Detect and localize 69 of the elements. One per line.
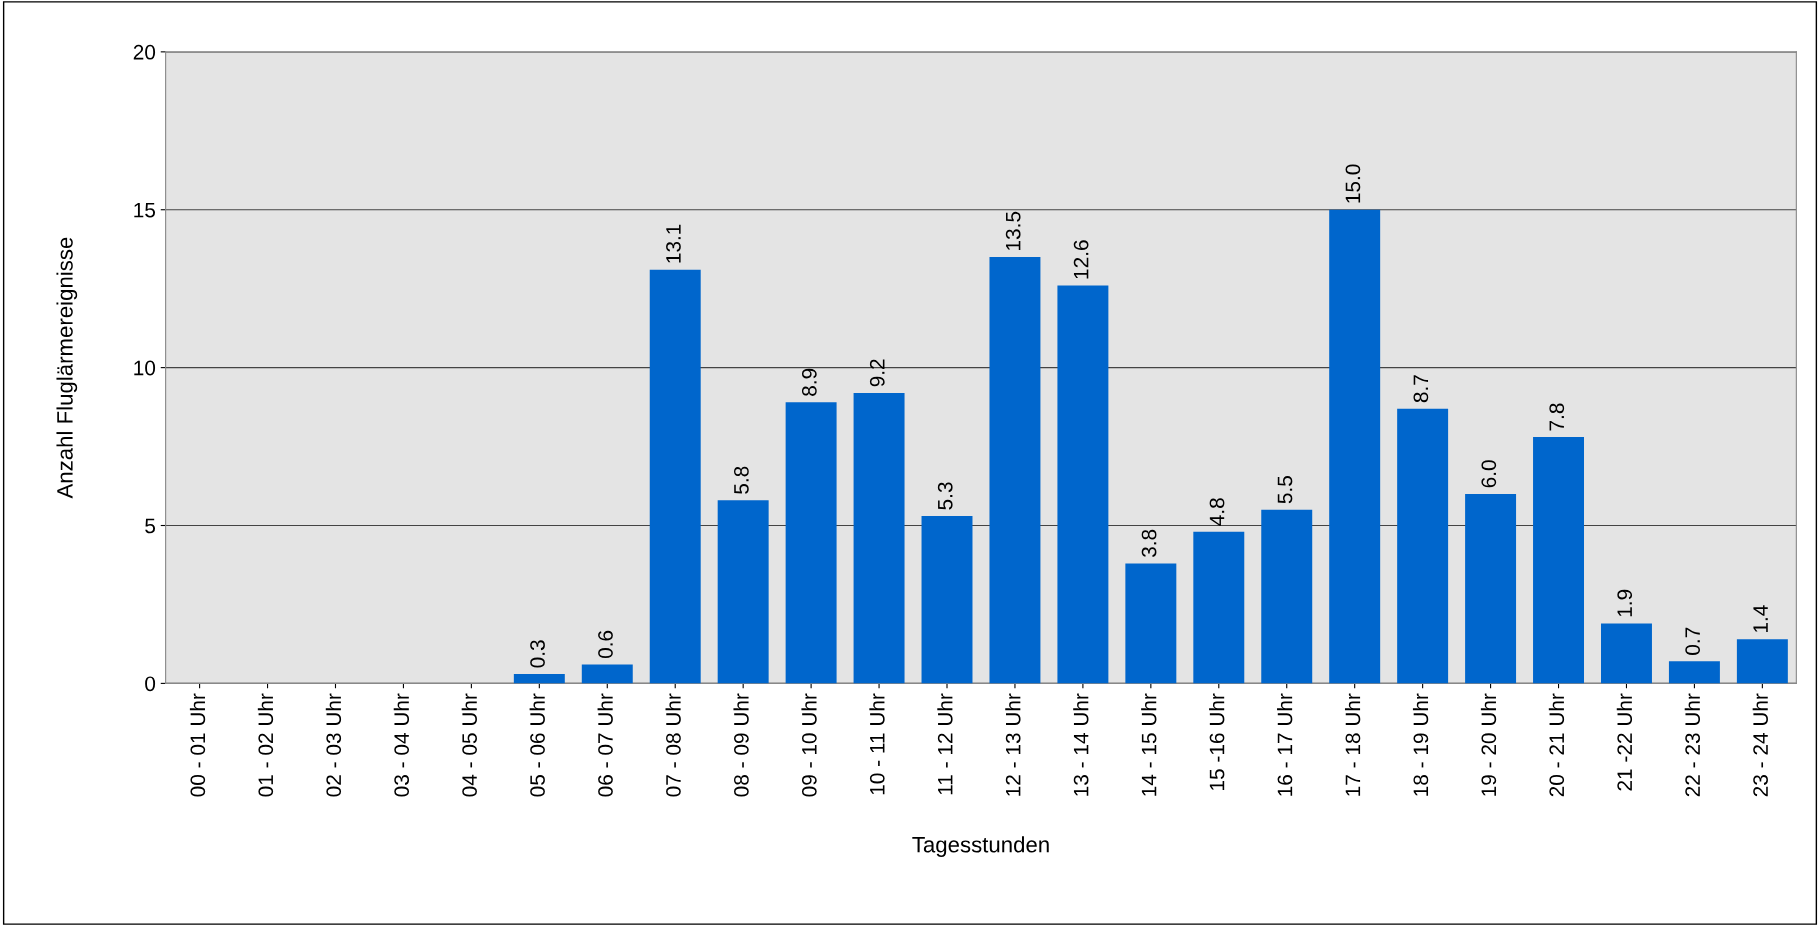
data-label: 9.2 — [869, 359, 885, 387]
bar — [1465, 493, 1517, 684]
bar — [1600, 623, 1652, 684]
data-label: 0.7 — [1685, 627, 1701, 655]
data-label: 5.3 — [937, 482, 953, 510]
x-tick-label: 00 - 01 Uhr — [189, 693, 206, 797]
y-tick-label: 20 — [133, 44, 156, 60]
data-label: 0.3 — [530, 640, 545, 668]
x-tick-label: 07 - 08 Uhr — [665, 693, 681, 797]
data-label: 1.9 — [1617, 589, 1633, 617]
data-label: 3.8 — [1141, 529, 1157, 558]
bar — [1057, 285, 1109, 684]
x-tick-label: 08 - 09 Uhr — [733, 693, 749, 797]
data-label: 12.6 — [1073, 240, 1089, 279]
x-tick-label: 22 - 23 Uhr — [1684, 693, 1701, 797]
bar — [1329, 209, 1381, 684]
x-tick-label: 04 - 05 Uhr — [461, 693, 477, 797]
y-tick-label: 0 — [145, 676, 156, 692]
bar — [649, 269, 701, 684]
y-tick-label: 5 — [145, 518, 156, 534]
x-tick-label: 13 - 14 Uhr — [1073, 693, 1089, 796]
bar — [1736, 639, 1788, 684]
bar — [1668, 661, 1720, 684]
bar — [1397, 408, 1449, 684]
x-tick-label: 21 -22 Uhr — [1616, 693, 1633, 791]
data-label: 5.5 — [1277, 476, 1293, 504]
bar — [1533, 437, 1585, 684]
y-tick-label: 10 — [134, 360, 156, 376]
x-tick-label: 12 - 13 Uhr — [1005, 693, 1021, 796]
bar — [921, 516, 973, 684]
x-tick-label: 17 - 18 Uhr — [1344, 693, 1361, 796]
x-tick-label: 10 - 11 Uhr — [869, 693, 885, 795]
bar — [989, 257, 1041, 684]
data-label: 1.4 — [1753, 605, 1768, 633]
x-tick-label: 20 - 21 Uhr — [1548, 693, 1565, 797]
x-tick-label: 16 - 17 Uhr — [1277, 693, 1293, 796]
data-label: 4.8 — [1209, 498, 1225, 526]
bar — [717, 500, 769, 684]
data-label: 7.8 — [1549, 403, 1565, 431]
x-axis-title: Tagesstunden — [912, 836, 1049, 857]
data-label: 5.8 — [734, 466, 749, 494]
data-label: 8.9 — [801, 368, 817, 396]
bar — [513, 673, 565, 684]
data-label: 6.0 — [1481, 460, 1497, 488]
data-label: 13.1 — [666, 224, 681, 263]
x-tick-label: 02 - 03 Uhr — [325, 693, 342, 797]
y-axis-title: Anzahl Fluglärmereignisse — [56, 237, 78, 499]
x-tick-label: 03 - 04 Uhr — [393, 693, 410, 797]
x-tick-label: 18 - 19 Uhr — [1412, 693, 1429, 796]
x-tick-label: 23 - 24 Uhr — [1752, 693, 1768, 797]
x-tick-label: 09 - 10 Uhr — [801, 693, 817, 797]
bar — [1193, 531, 1245, 684]
x-tick-label: 14 - 15 Uhr — [1141, 693, 1157, 796]
bar — [1125, 563, 1177, 684]
data-label: 15.0 — [1345, 164, 1361, 203]
x-tick-label: 01 - 02 Uhr — [257, 693, 274, 797]
data-label: 8.7 — [1413, 375, 1429, 403]
x-tick-label: 05 - 06 Uhr — [529, 693, 545, 797]
data-label: 13.5 — [1005, 211, 1021, 250]
bar — [785, 402, 837, 684]
bar — [853, 392, 905, 684]
data-label: 0.6 — [598, 630, 613, 659]
x-tick-label: 15 -16 Uhr — [1209, 693, 1225, 790]
x-tick-label: 06 - 07 Uhr — [597, 693, 613, 797]
y-tick-label: 15 — [134, 202, 156, 218]
bar — [1261, 509, 1313, 684]
x-tick-label: 19 - 20 Uhr — [1480, 693, 1497, 796]
x-tick-label: 11 - 12 Uhr — [937, 693, 953, 795]
bar — [581, 664, 633, 684]
